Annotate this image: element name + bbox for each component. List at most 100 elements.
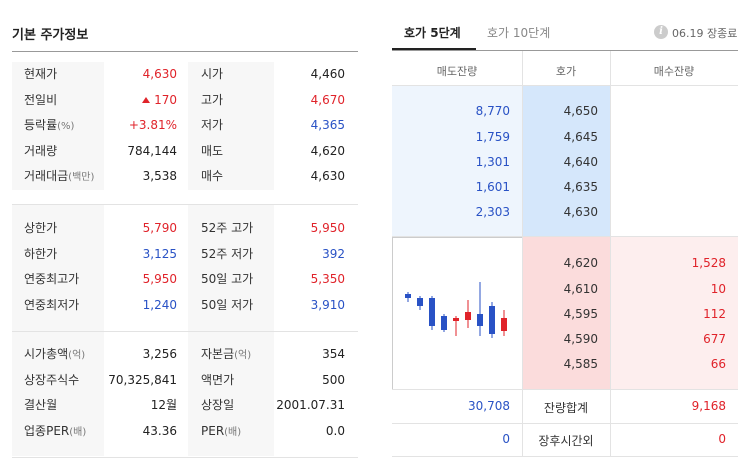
stat-value: 3,256 xyxy=(142,347,177,361)
after-hours-bid-qty: 0 xyxy=(718,432,726,446)
ask-price[interactable]: 4,645 xyxy=(563,130,598,144)
column-header-price: 호가 xyxy=(555,65,577,78)
bid-qty-area xyxy=(610,237,738,389)
stat-unit: (%) xyxy=(57,121,75,132)
stat-value: 4,630 xyxy=(310,169,345,183)
label-column-shade xyxy=(12,62,104,190)
tab-order-book-5[interactable]: 호가 5단계 xyxy=(404,26,461,40)
bid-price[interactable]: 4,595 xyxy=(563,307,598,321)
up-triangle-icon xyxy=(142,96,151,103)
stat-label: 결산월 xyxy=(24,398,58,412)
bid-price[interactable]: 4,590 xyxy=(563,332,598,346)
stat-unit: (억) xyxy=(68,350,86,361)
ask-quantity: 1,601 xyxy=(475,180,510,194)
stat-row: 등락률(%) +3.81% 저가 4,365 xyxy=(12,113,358,138)
stat-row: 전일비 170 고가 4,670 xyxy=(12,88,358,113)
stat-label: 50일 저가 xyxy=(201,297,254,312)
stat-row: 연중최고가 5,950 50일 고가 5,350 xyxy=(12,267,358,292)
stat-value: 4,620 xyxy=(310,143,345,158)
total-remaining-label: 잔량합계 xyxy=(543,401,589,415)
bid-quantity: 66 xyxy=(710,357,726,371)
column-divider xyxy=(522,51,523,456)
stat-label: 상장주식수 xyxy=(24,372,80,387)
stat-row: 현재가 4,630 시가 4,460 xyxy=(12,62,358,87)
stat-unit: (배) xyxy=(224,426,242,438)
bid-quantity: 677 xyxy=(703,332,726,346)
stat-row: 하한가 3,125 52주 저가 392 xyxy=(12,242,358,267)
ask-price-area xyxy=(522,86,610,236)
stat-label: 50일 고가 xyxy=(201,272,254,286)
bid-price[interactable]: 4,585 xyxy=(563,357,598,371)
total-bid-qty: 9,168 xyxy=(691,399,726,413)
stat-value: 4,670 xyxy=(310,92,345,107)
bid-price[interactable]: 4,620 xyxy=(563,256,598,270)
stat-value: 3,538 xyxy=(142,169,177,183)
stat-label: 등락률(%) xyxy=(24,118,75,132)
mini-candlestick-chart xyxy=(392,237,523,390)
info-icon[interactable]: i xyxy=(654,25,668,39)
stat-unit: (백만) xyxy=(68,172,95,183)
ask-price[interactable]: 4,630 xyxy=(563,205,598,219)
candle xyxy=(441,314,447,332)
stat-label: 거래대금(백만) xyxy=(24,169,95,183)
stat-label: 전일비 xyxy=(24,92,58,107)
candle xyxy=(405,292,411,302)
stat-label: 액면가 xyxy=(201,372,235,387)
stat-row: 연중최저가 1,240 50일 저가 3,910 xyxy=(12,293,358,318)
candle xyxy=(501,310,507,336)
order-rows-bottom-divider xyxy=(392,389,738,390)
stat-label: 업종PER(배) xyxy=(24,423,87,438)
group-divider xyxy=(12,331,358,332)
stat-value: 4,460 xyxy=(310,67,345,81)
stat-value: 354 xyxy=(322,347,345,361)
stat-value: 4,630 xyxy=(142,67,177,81)
ask-price[interactable]: 4,640 xyxy=(563,155,598,169)
left-header-divider xyxy=(12,51,358,52)
stat-row: 업종PER(배) 43.36 PER(배) 0.0 xyxy=(12,419,358,444)
stat-label: 52주 고가 xyxy=(201,221,254,235)
stat-value: 1,240 xyxy=(142,297,177,312)
ask-price[interactable]: 4,635 xyxy=(563,180,598,194)
market-session-status: 06.19 장종료 xyxy=(672,27,738,40)
active-tab-indicator xyxy=(392,48,476,50)
stat-label: 연중최저가 xyxy=(24,297,80,312)
stat-label: 고가 xyxy=(201,92,224,107)
candle xyxy=(417,296,423,310)
label-column-shade xyxy=(12,205,104,331)
after-hours-label: 장후시간외 xyxy=(538,434,594,448)
basic-stock-info-title: 기본 주가정보 xyxy=(12,28,89,43)
tab-order-book-10[interactable]: 호가 10단계 xyxy=(487,26,551,40)
stat-label: 연중최고가 xyxy=(24,272,80,286)
stat-value: +3.81% xyxy=(128,118,177,132)
stat-value: 392 xyxy=(322,246,345,261)
after-hours-ask-qty: 0 xyxy=(502,432,510,446)
stat-value: 12월 xyxy=(150,398,177,412)
ask-price[interactable]: 4,650 xyxy=(563,104,598,118)
ask-quantity: 8,770 xyxy=(475,104,510,118)
group-divider xyxy=(12,204,358,205)
candle xyxy=(429,296,435,330)
stat-label: 거래량 xyxy=(24,143,58,158)
bid-price[interactable]: 4,610 xyxy=(563,282,598,296)
stat-value: 170 xyxy=(102,88,177,113)
stat-value: 2001.07.31 xyxy=(276,398,345,412)
label-column-shade xyxy=(188,62,274,190)
column-divider xyxy=(610,51,611,456)
stat-value: 500 xyxy=(322,372,345,387)
right-bottom-divider xyxy=(392,456,738,457)
stat-label: 52주 저가 xyxy=(201,246,254,261)
stat-value: 4,365 xyxy=(310,118,345,132)
stat-label: 시가 xyxy=(201,67,224,81)
ask-quantity: 1,759 xyxy=(475,130,510,144)
stat-row: 시가총액(억) 3,256 자본금(억) 354 xyxy=(12,342,358,367)
stat-label: 현재가 xyxy=(24,67,58,81)
stat-row: 상장주식수 70,325,841 액면가 500 xyxy=(12,368,358,393)
candle xyxy=(489,302,495,338)
column-header-bid-qty: 매수잔량 xyxy=(653,65,695,78)
candle xyxy=(453,316,459,336)
stat-label: 매수 xyxy=(201,169,224,183)
label-column-shade xyxy=(12,332,104,456)
candle xyxy=(477,282,483,336)
candle xyxy=(465,300,471,328)
stat-unit: (억) xyxy=(234,350,252,361)
